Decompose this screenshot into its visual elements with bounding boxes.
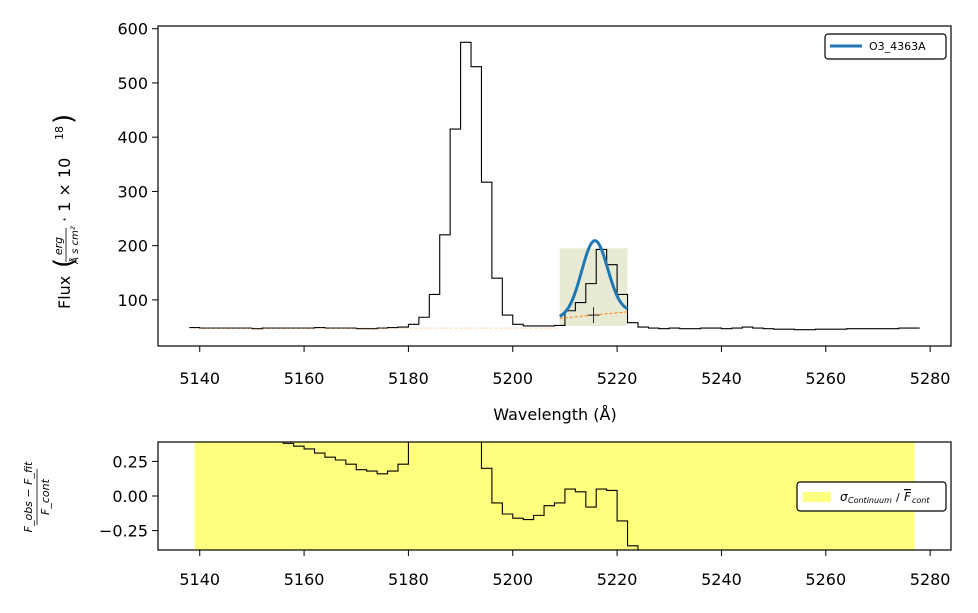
ylabel-unit-numerator: erg xyxy=(52,237,65,255)
spectrum-legend: O3_4363A xyxy=(824,33,947,60)
residual-x-tick-label: 5180 xyxy=(388,570,429,589)
ylabel-open-paren: ( xyxy=(49,258,79,268)
residual-legend-denom: F xyxy=(904,490,912,504)
x-tick-label: 5260 xyxy=(805,369,846,388)
legend-label-o3: O3_4363A xyxy=(869,40,926,53)
spectrum-line xyxy=(189,41,920,331)
residual-x-tick-label: 5160 xyxy=(284,570,325,589)
x-tick-label: 5160 xyxy=(284,369,325,388)
spectrum-x-ticks: 5140 5160 5180 5200 5220 5240 5260 5280 xyxy=(179,346,950,388)
x-tick-label: 5220 xyxy=(597,369,638,388)
residual-x-tick-label: 5280 xyxy=(910,570,951,589)
residual-panel: 5140 5160 5180 5200 5220 5240 5260 5280 0.25 0.0… xyxy=(22,441,952,589)
center-marker-group xyxy=(587,307,600,324)
x-tick-label: 5200 xyxy=(492,369,533,388)
residual-y-tick-label: 0.00 xyxy=(112,487,148,506)
x-tick-label: 5180 xyxy=(388,369,429,388)
y-tick-label: 300 xyxy=(117,182,148,201)
residual-y-ticks: 0.25 0.00 −0.25 xyxy=(99,452,158,541)
y-tick-label: 500 xyxy=(117,74,148,93)
residual-legend-slash: / xyxy=(896,491,900,504)
gaussian-fit-line xyxy=(558,239,629,318)
residual-legend-swatch xyxy=(803,492,831,502)
y-tick-label: 400 xyxy=(117,128,148,147)
residual-legend-denom-sub: cont xyxy=(912,496,930,505)
y-tick-label: 600 xyxy=(117,20,148,39)
gaussian-fit-group xyxy=(558,239,629,318)
residual-group xyxy=(272,442,649,550)
residual-y-axis-label: F_obs − F_fit F_cont xyxy=(22,461,52,532)
ylabel-close-paren: ) xyxy=(49,114,79,124)
residual-x-tick-label: 5200 xyxy=(492,570,533,589)
y-tick-label: 100 xyxy=(117,291,148,310)
legend-box xyxy=(824,33,947,60)
residual-legend: σ Continuum / F cont xyxy=(796,481,947,512)
ylabel-flux: Flux xyxy=(55,276,74,309)
residual-x-tick-label: 5140 xyxy=(179,570,220,589)
spectrum-y-axis-label: Flux ( erg Å s cm² · 1 × 10 18 ) xyxy=(49,114,81,309)
sigma-band xyxy=(194,442,915,550)
y-tick-label: 200 xyxy=(117,237,148,256)
x-axis-label: Wavelength (Å) xyxy=(493,405,616,424)
spectrum-group xyxy=(189,41,920,331)
x-tick-label: 5280 xyxy=(910,369,951,388)
ylabel-scale: · 1 × 10 xyxy=(55,158,74,222)
residual-line xyxy=(272,442,649,550)
residual-y-tick-label: 0.25 xyxy=(112,452,148,471)
residual-x-tick-label: 5260 xyxy=(805,570,846,589)
residual-x-tick-label: 5220 xyxy=(597,570,638,589)
continuum-line xyxy=(559,311,628,319)
residual-legend-box xyxy=(796,481,947,512)
sigma-band-group xyxy=(194,442,915,550)
residual-ylabel-denominator: F_cont xyxy=(39,478,52,515)
ylabel-unit-denominator: Å s cm² xyxy=(68,226,81,265)
residual-x-ticks: 5140 5160 5180 5200 5220 5240 5260 5280 xyxy=(179,550,950,589)
spectrum-panel: 5140 5160 5180 5200 5220 5240 5260 5280 100 200 3… xyxy=(49,20,952,424)
residual-legend-sigma: σ xyxy=(840,490,848,504)
residual-y-tick-label: −0.25 xyxy=(99,522,148,541)
spectrum-plot-frame xyxy=(157,25,952,347)
x-tick-label: 5240 xyxy=(701,369,742,388)
residual-x-tick-label: 5240 xyxy=(701,570,742,589)
continuum-group xyxy=(194,311,628,329)
residual-ylabel-numerator: F_obs − F_fit xyxy=(22,461,35,532)
ylabel-exponent: 18 xyxy=(53,126,66,140)
residual-legend-sub: Continuum xyxy=(848,496,892,505)
spectrum-y-ticks: 100 200 300 400 500 600 xyxy=(117,20,158,310)
x-tick-label: 5140 xyxy=(179,369,220,388)
